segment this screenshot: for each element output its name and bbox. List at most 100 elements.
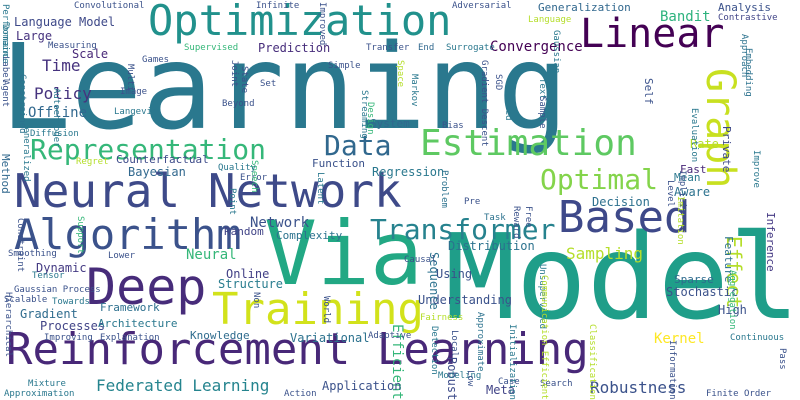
word: Supervised (184, 43, 239, 53)
word: Policy (34, 84, 92, 103)
word: Embedding (743, 48, 753, 97)
word: Bias (442, 121, 464, 131)
word: Neural (186, 247, 237, 263)
word: Contrastive (718, 13, 778, 23)
word: Method (0, 154, 12, 194)
word: Understanding (418, 293, 512, 307)
word: Set (260, 79, 277, 89)
word: Scale (72, 47, 109, 61)
word: Explanation (100, 333, 160, 343)
word: Transfer (366, 43, 410, 53)
word: Multi (125, 64, 135, 92)
word: Language (528, 15, 572, 25)
word: Local (449, 330, 459, 358)
word: Beyond (222, 99, 255, 109)
word: Detection (429, 326, 439, 375)
word: Error (240, 173, 268, 183)
word: Image (120, 87, 148, 97)
word: Markov (409, 74, 419, 107)
word: Inference (764, 212, 777, 272)
word: Learning (0, 18, 569, 156)
word: Level (665, 180, 675, 208)
word: Imitation (675, 196, 685, 245)
word: Representation (30, 133, 267, 166)
word: Model (444, 208, 800, 346)
word: Analysis (718, 1, 771, 14)
word: High (718, 303, 747, 317)
word: Sampling (566, 244, 644, 263)
word: Kernel (654, 331, 705, 347)
word: Initialization (507, 324, 517, 400)
word: Reinforcement Learning (6, 324, 589, 375)
word: Knowledge (190, 329, 250, 342)
word: Causal (404, 255, 437, 265)
word: Sample (537, 96, 547, 129)
word: Complexity (276, 229, 343, 242)
word: Deep (86, 258, 207, 316)
word: Infinite (256, 1, 300, 11)
word: System (370, 117, 410, 130)
word: Convolutional (74, 1, 145, 11)
word: Federated Learning (96, 376, 270, 395)
word: Case (498, 377, 520, 387)
word: Language Model (14, 15, 116, 29)
word: Data (324, 129, 392, 162)
word: Sparse (674, 273, 714, 286)
word: Free (523, 206, 533, 228)
word: Mean (674, 171, 701, 184)
word: Langevin (114, 107, 158, 117)
word: Decision (592, 195, 650, 209)
word: Aware (674, 185, 711, 199)
word: Support (75, 216, 85, 254)
word: Order (744, 389, 772, 399)
word: Fairness (420, 313, 464, 323)
word: Robustness (590, 378, 687, 397)
word: Architecture (98, 317, 178, 330)
word: Processes (40, 319, 106, 333)
word: Towards (52, 297, 90, 307)
word: Fast (680, 163, 707, 176)
word: Finite (706, 389, 739, 399)
word: Using (436, 267, 473, 281)
word: Algorithm (14, 210, 242, 259)
word: Optimal (540, 163, 659, 196)
word: Non (251, 292, 261, 309)
word: Dynamic (36, 261, 87, 275)
word: Tensor (32, 271, 65, 281)
word: Stochastic (666, 285, 739, 299)
word: Evaluation (689, 108, 699, 163)
word: Via (264, 202, 423, 305)
word: Games (142, 55, 170, 65)
word: Smoothing (8, 249, 57, 259)
word: Bandit (660, 9, 711, 25)
word: Random (224, 225, 264, 238)
word: Regret (76, 157, 109, 167)
word: Network (250, 215, 310, 231)
word: Bayesian (128, 165, 186, 179)
word: Online (226, 267, 270, 281)
word: Aggregation (727, 270, 737, 330)
word: Adaptive (368, 331, 412, 341)
word: Offline (28, 105, 88, 121)
word: Joint (229, 60, 239, 88)
word: Meta (486, 383, 515, 397)
word: SGD (493, 74, 503, 91)
word: Agent (0, 80, 10, 108)
word: Improved (317, 2, 327, 46)
word: Pass (777, 348, 787, 370)
word: Application (322, 379, 402, 393)
word: Function (312, 157, 365, 170)
word: Gaussian (551, 30, 561, 74)
word: Generalization (538, 1, 631, 14)
word: Large (16, 29, 53, 43)
word: Continuous (730, 333, 785, 343)
word: World (321, 296, 331, 324)
word: Regression (372, 165, 445, 179)
word: Latent (315, 172, 325, 205)
word: Estimation (420, 123, 637, 164)
word: Simple (328, 61, 361, 71)
word: Domain (0, 24, 10, 57)
word: Based (558, 192, 691, 243)
word: Prediction (258, 41, 331, 55)
word: Distribution (448, 239, 535, 253)
